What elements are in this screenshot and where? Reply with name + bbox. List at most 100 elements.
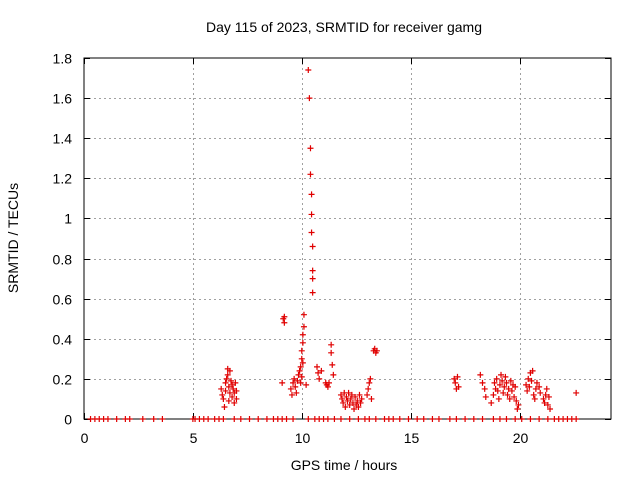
data-point [446,416,453,422]
data-point [205,416,212,422]
data-point [503,379,510,386]
data-point [139,416,146,422]
data-point [220,395,227,402]
data-point [503,416,510,422]
data-point [502,373,509,380]
y-tick-label: 1 [64,211,72,227]
data-point [533,379,540,386]
data-point [308,229,315,236]
data-point [470,416,477,422]
data-point [390,416,397,422]
data-point [297,379,304,386]
data-point [309,275,316,282]
data-point [512,383,519,390]
data-point [462,416,469,422]
data-point [292,383,299,390]
data-point [547,405,554,412]
data-point [229,393,236,400]
data-point [357,399,364,406]
data-point [429,416,436,422]
data-points [87,67,580,422]
data-point [293,389,300,396]
data-point [505,385,512,392]
data-point [345,389,352,396]
data-point [366,416,373,422]
data-point [366,379,373,386]
data-point [513,397,520,404]
data-point [511,393,518,400]
data-point [491,379,498,386]
data-point [283,416,290,422]
data-point [518,416,525,422]
data-point [351,405,358,412]
data-point [496,416,503,422]
data-point [222,379,229,386]
data-point [329,361,336,368]
data-point [344,397,351,404]
y-tick-label: 1.6 [53,91,73,107]
x-tick-label: 10 [295,430,311,446]
data-point [305,67,312,74]
data-point [279,379,286,386]
data-point [537,389,544,396]
data-point [305,416,312,422]
data-point [159,416,166,422]
data-point [541,399,548,406]
data-point [303,381,310,388]
data-point [306,95,313,102]
data-point [540,395,547,402]
data-point [346,401,353,408]
data-point [405,416,412,422]
data-point [224,371,231,378]
data-point [299,339,306,346]
data-point [367,375,374,382]
data-point [507,377,514,384]
data-point [479,416,486,422]
data-point [150,416,157,422]
data-point [126,416,133,422]
data-point [232,379,239,386]
data-point [300,311,307,318]
data-point [453,416,460,422]
data-point [352,393,359,400]
y-tick-label: 0.4 [53,332,73,348]
data-point [479,379,486,386]
data-point [495,395,502,402]
data-point [454,373,461,380]
data-point [298,373,305,380]
data-point [281,313,288,320]
data-point [373,347,380,354]
data-point [104,416,111,422]
data-point [290,416,297,422]
data-point [536,383,543,390]
data-point [528,377,535,384]
data-point [318,367,325,374]
data-point [455,383,462,390]
data-point [504,391,511,398]
data-point [246,416,253,422]
x-axis-tick-labels: 0 5 10 15 20 [81,430,529,446]
data-point [372,416,379,422]
data-point [364,391,371,398]
data-point [309,267,316,274]
data-point [488,399,495,406]
data-point [573,416,580,422]
data-point [523,381,530,388]
data-point [355,416,362,422]
data-point [525,375,532,382]
x-tick-label: 0 [81,430,89,446]
data-point [349,399,356,406]
data-point [368,395,375,402]
data-point [324,383,331,390]
data-point [315,369,322,376]
data-point [514,405,521,412]
data-point [490,416,497,422]
data-point [297,363,304,370]
data-point [226,367,233,374]
data-point [451,375,458,382]
data-point [314,363,321,370]
data-point [299,359,306,366]
data-point [328,341,335,348]
data-point [435,416,442,422]
data-point [231,399,238,406]
